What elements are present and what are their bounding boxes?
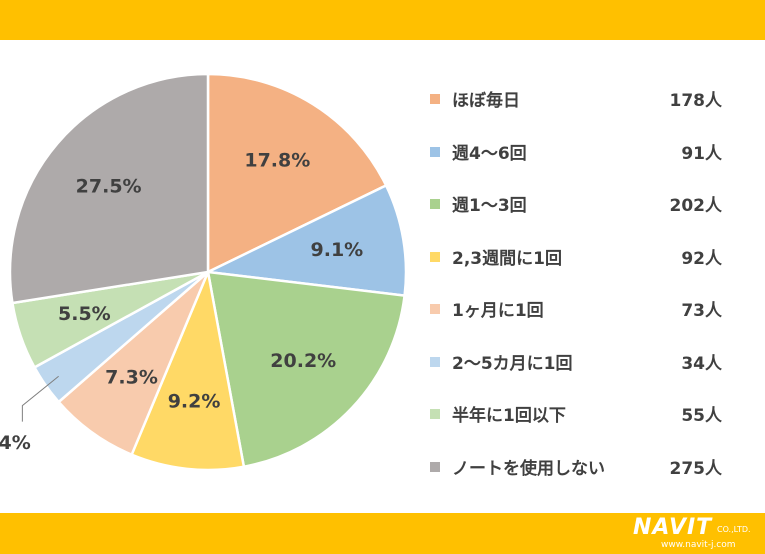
legend-swatch [430, 461, 440, 472]
legend-swatch [430, 199, 440, 209]
legend-count: 92人 [681, 248, 722, 269]
legend-item: ノートを使用しない 275人 [430, 452, 730, 505]
legend-count: 178人 [669, 91, 723, 111]
legend-swatch [430, 251, 440, 262]
slice-percent-label: 7.3% [105, 366, 158, 388]
legend-item: ほぼ毎日 178人 [430, 84, 730, 137]
slice-percent-label: 5.5% [58, 303, 111, 325]
legend-swatch [430, 146, 440, 157]
leader-line [21, 375, 59, 422]
pie-chart: 17.8% 9.1% 20.2% 9.2% 7.3% 3.4% 5.5% 27.5% [0, 72, 408, 472]
legend-swatch [430, 304, 440, 314]
legend-label: ノートを使用しない [452, 458, 605, 479]
pie-slice [206, 270, 406, 468]
legend-count: 73人 [681, 301, 722, 321]
legend-item: 1ヶ月に1回 73人 [430, 294, 730, 347]
legend-count: 91人 [681, 143, 722, 164]
slice-percent-label: 27.5% [76, 176, 142, 198]
legend-label: 2,3週間に1回 [452, 248, 562, 269]
legend-swatch [430, 356, 440, 367]
legend-item: 週1〜3回 202人 [430, 189, 730, 242]
legend: ほぼ毎日 178人 週4〜6回 91人 週1〜3回 202人 2,3週間に1回 … [430, 84, 730, 504]
legend-count: 34人 [681, 353, 722, 374]
legend-swatch [430, 94, 440, 104]
legend-count: 275人 [669, 458, 723, 479]
legend-item: 週4〜6回 91人 [430, 137, 730, 190]
slice-percent-label: 20.2% [270, 350, 336, 372]
pie-slice [206, 72, 388, 274]
legend-label: 1ヶ月に1回 [452, 301, 544, 321]
slice-percent-label: 9.1% [311, 239, 364, 261]
pie-slice [8, 72, 210, 305]
slice-percent-label: 17.8% [244, 150, 310, 172]
slice-percent-label: 9.2% [168, 390, 221, 412]
legend-label: ほぼ毎日 [452, 91, 520, 111]
legend-label: 2〜5カ月に1回 [452, 353, 573, 374]
company-logo: NAVIT CO.,LTD. www.navit-j.com [633, 515, 761, 553]
legend-label: 週1〜3回 [452, 196, 527, 216]
legend-label: 週4〜6回 [452, 143, 527, 164]
legend-count: 55人 [681, 406, 722, 426]
logo-text: NAVIT [633, 515, 713, 540]
legend-count: 202人 [669, 196, 723, 216]
legend-item: 半年に1回以下 55人 [430, 399, 730, 452]
pie-slice [130, 270, 246, 472]
top-band [0, 0, 765, 40]
logo-suffix: CO.,LTD. [717, 525, 751, 534]
legend-item: 2〜5カ月に1回 34人 [430, 347, 730, 400]
legend-swatch [430, 409, 440, 419]
slice-percent-label: 3.4% [0, 432, 31, 454]
pie-slice [206, 184, 408, 297]
bottom-band [0, 513, 765, 554]
legend-item: 2,3週間に1回 92人 [430, 242, 730, 295]
logo-url: www.navit-j.com [661, 540, 736, 550]
legend-label: 半年に1回以下 [452, 406, 566, 426]
